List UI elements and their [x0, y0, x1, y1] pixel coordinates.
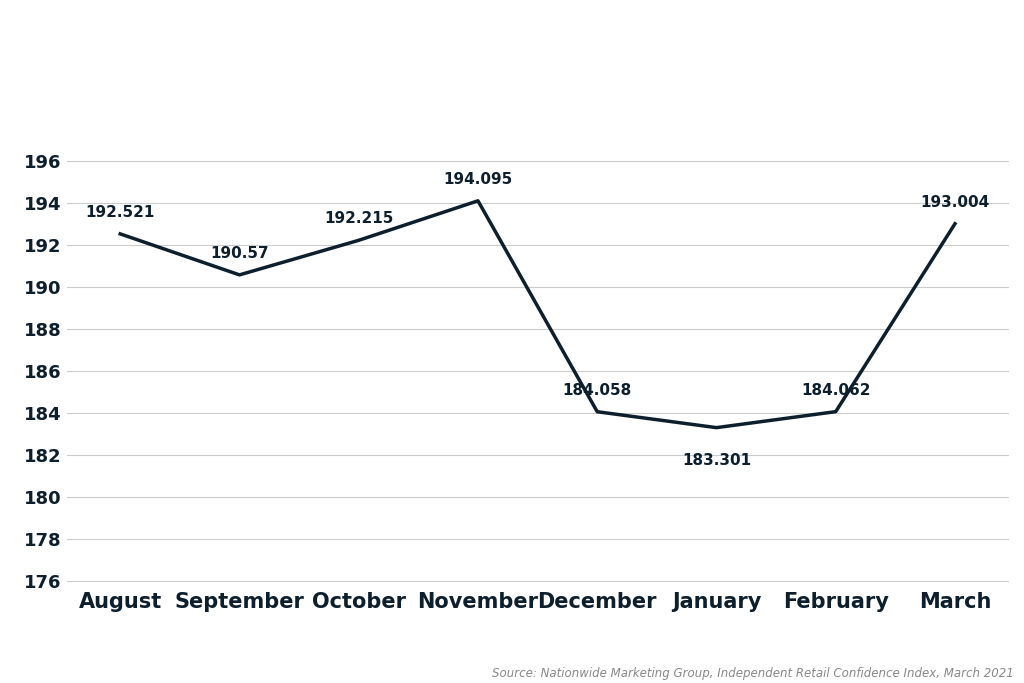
Bar [0, 59, 438, 78]
Text: nationwide: nationwide [454, 41, 558, 59]
Text: marketing: marketing [454, 74, 550, 92]
Text: Overall Confidence: Overall Confidence [600, 41, 1014, 79]
Text: 184.058: 184.058 [562, 383, 632, 398]
Text: Source: Nationwide Marketing Group, Independent Retail Confidence Index, March 2: Source: Nationwide Marketing Group, Inde… [492, 667, 1014, 680]
Text: 192.521: 192.521 [86, 205, 155, 220]
Text: group: group [454, 107, 509, 124]
Text: 192.215: 192.215 [324, 212, 393, 227]
Text: March 2021: March 2021 [758, 93, 1014, 131]
Text: 194.095: 194.095 [443, 172, 513, 187]
Text: 183.301: 183.301 [682, 453, 751, 468]
Text: 190.57: 190.57 [210, 246, 268, 261]
Text: 193.004: 193.004 [921, 195, 989, 210]
Text: 184.062: 184.062 [801, 382, 870, 398]
